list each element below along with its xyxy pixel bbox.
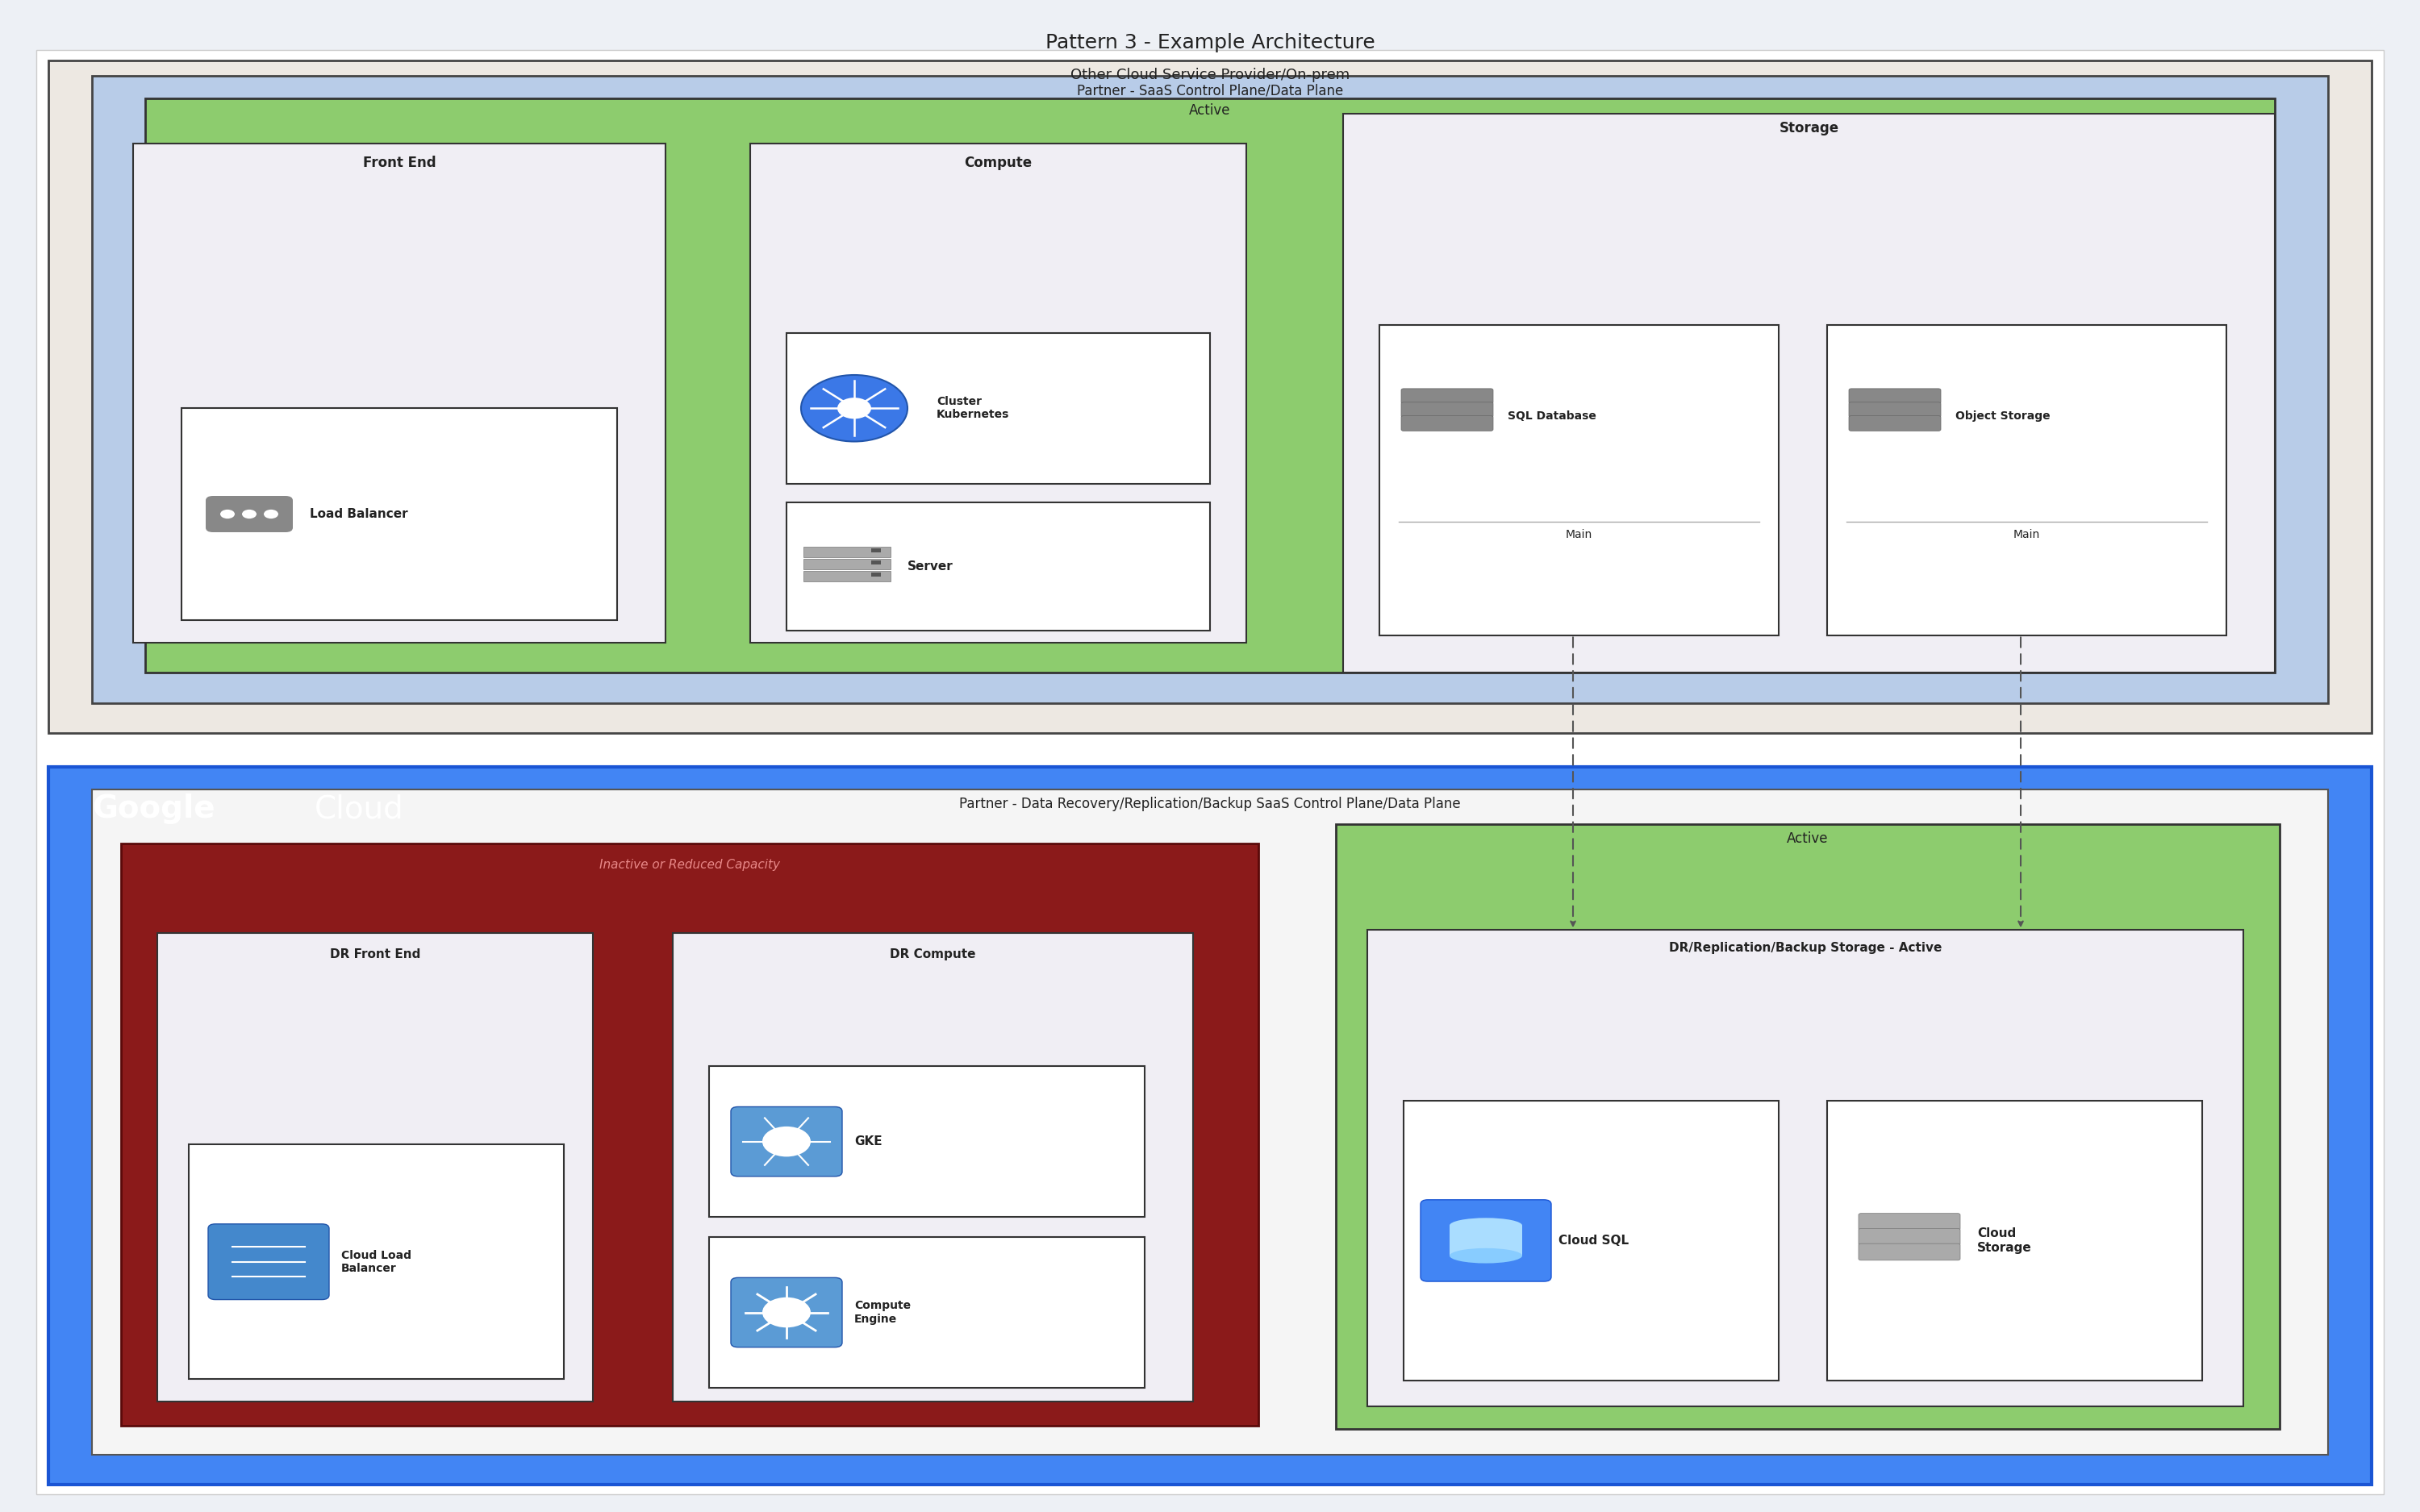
Bar [1827, 1101, 2202, 1380]
Bar [1404, 1101, 1779, 1380]
Circle shape [264, 510, 278, 519]
Bar [871, 573, 881, 578]
Bar [92, 789, 2328, 1455]
FancyBboxPatch shape [803, 558, 891, 569]
FancyBboxPatch shape [1849, 416, 1941, 431]
Bar [48, 60, 2372, 733]
FancyBboxPatch shape [803, 570, 891, 582]
Circle shape [762, 1126, 811, 1157]
Text: Storage: Storage [1779, 121, 1839, 136]
Bar [871, 547, 881, 552]
Circle shape [762, 1297, 811, 1328]
Bar [157, 933, 593, 1402]
Text: Google: Google [92, 794, 215, 824]
Text: Object Storage: Object Storage [1955, 410, 2050, 422]
Text: DR Front End: DR Front End [329, 948, 421, 960]
FancyBboxPatch shape [1859, 1243, 1960, 1261]
Circle shape [242, 510, 257, 519]
Text: DR/Replication/Backup Storage - Active: DR/Replication/Backup Storage - Active [1670, 942, 1941, 954]
Bar [750, 144, 1246, 643]
Text: Cluster
Kubernetes: Cluster Kubernetes [937, 396, 1009, 420]
Text: Main: Main [2013, 529, 2040, 540]
Bar [1450, 1225, 1522, 1255]
Bar [48, 767, 2372, 1485]
FancyBboxPatch shape [731, 1278, 842, 1347]
Text: Main: Main [1566, 529, 1592, 540]
Bar [133, 144, 666, 643]
Bar [182, 408, 617, 620]
Text: SQL Database: SQL Database [1508, 410, 1597, 422]
FancyBboxPatch shape [208, 1225, 329, 1299]
Text: Partner - Data Recovery/Replication/Backup SaaS Control Plane/Data Plane: Partner - Data Recovery/Replication/Back… [958, 797, 1462, 812]
Bar [121, 844, 1258, 1426]
FancyBboxPatch shape [206, 496, 293, 532]
Bar [786, 502, 1210, 631]
FancyBboxPatch shape [1859, 1213, 1960, 1231]
Bar [786, 333, 1210, 484]
Text: Front End: Front End [363, 156, 436, 171]
FancyBboxPatch shape [1401, 389, 1493, 404]
Bar [709, 1066, 1145, 1217]
Text: Load Balancer: Load Balancer [310, 508, 409, 520]
FancyBboxPatch shape [1401, 416, 1493, 431]
Text: GKE: GKE [854, 1136, 883, 1148]
FancyBboxPatch shape [1421, 1201, 1551, 1282]
Bar [709, 1237, 1145, 1388]
Text: Cloud SQL: Cloud SQL [1558, 1234, 1629, 1246]
Text: Compute: Compute [963, 156, 1033, 171]
Text: Cloud Load
Balancer: Cloud Load Balancer [341, 1249, 411, 1275]
FancyBboxPatch shape [731, 1107, 842, 1176]
Text: Active: Active [1188, 103, 1232, 118]
Bar [145, 98, 2275, 673]
Bar [871, 559, 881, 564]
FancyBboxPatch shape [1401, 402, 1493, 417]
Text: Inactive or Reduced Capacity: Inactive or Reduced Capacity [600, 859, 779, 871]
Text: DR Compute: DR Compute [891, 948, 975, 960]
Text: Compute
Engine: Compute Engine [854, 1300, 910, 1325]
Bar [92, 76, 2328, 703]
Bar [1827, 325, 2226, 635]
Text: Cloud: Cloud [315, 794, 404, 824]
Bar [673, 933, 1193, 1402]
FancyBboxPatch shape [1859, 1228, 1960, 1246]
Text: Server: Server [908, 559, 953, 572]
Text: Active: Active [1786, 832, 1830, 847]
Bar [1343, 113, 2275, 673]
Text: Cloud
Storage: Cloud Storage [1977, 1228, 2033, 1253]
FancyBboxPatch shape [803, 546, 891, 556]
Bar [1367, 930, 2243, 1406]
Circle shape [220, 510, 235, 519]
Bar [1379, 325, 1779, 635]
Text: Other Cloud Service Provider/On-prem: Other Cloud Service Provider/On-prem [1070, 68, 1350, 83]
Text: Partner - SaaS Control Plane/Data Plane: Partner - SaaS Control Plane/Data Plane [1077, 83, 1343, 98]
FancyBboxPatch shape [1849, 402, 1941, 417]
Ellipse shape [1450, 1249, 1522, 1264]
Bar [189, 1145, 564, 1379]
FancyBboxPatch shape [1849, 389, 1941, 404]
Ellipse shape [1450, 1219, 1522, 1234]
Circle shape [801, 375, 908, 442]
Text: Pattern 3 - Example Architecture: Pattern 3 - Example Architecture [1045, 33, 1375, 53]
Bar [1336, 824, 2280, 1429]
Circle shape [837, 398, 871, 419]
